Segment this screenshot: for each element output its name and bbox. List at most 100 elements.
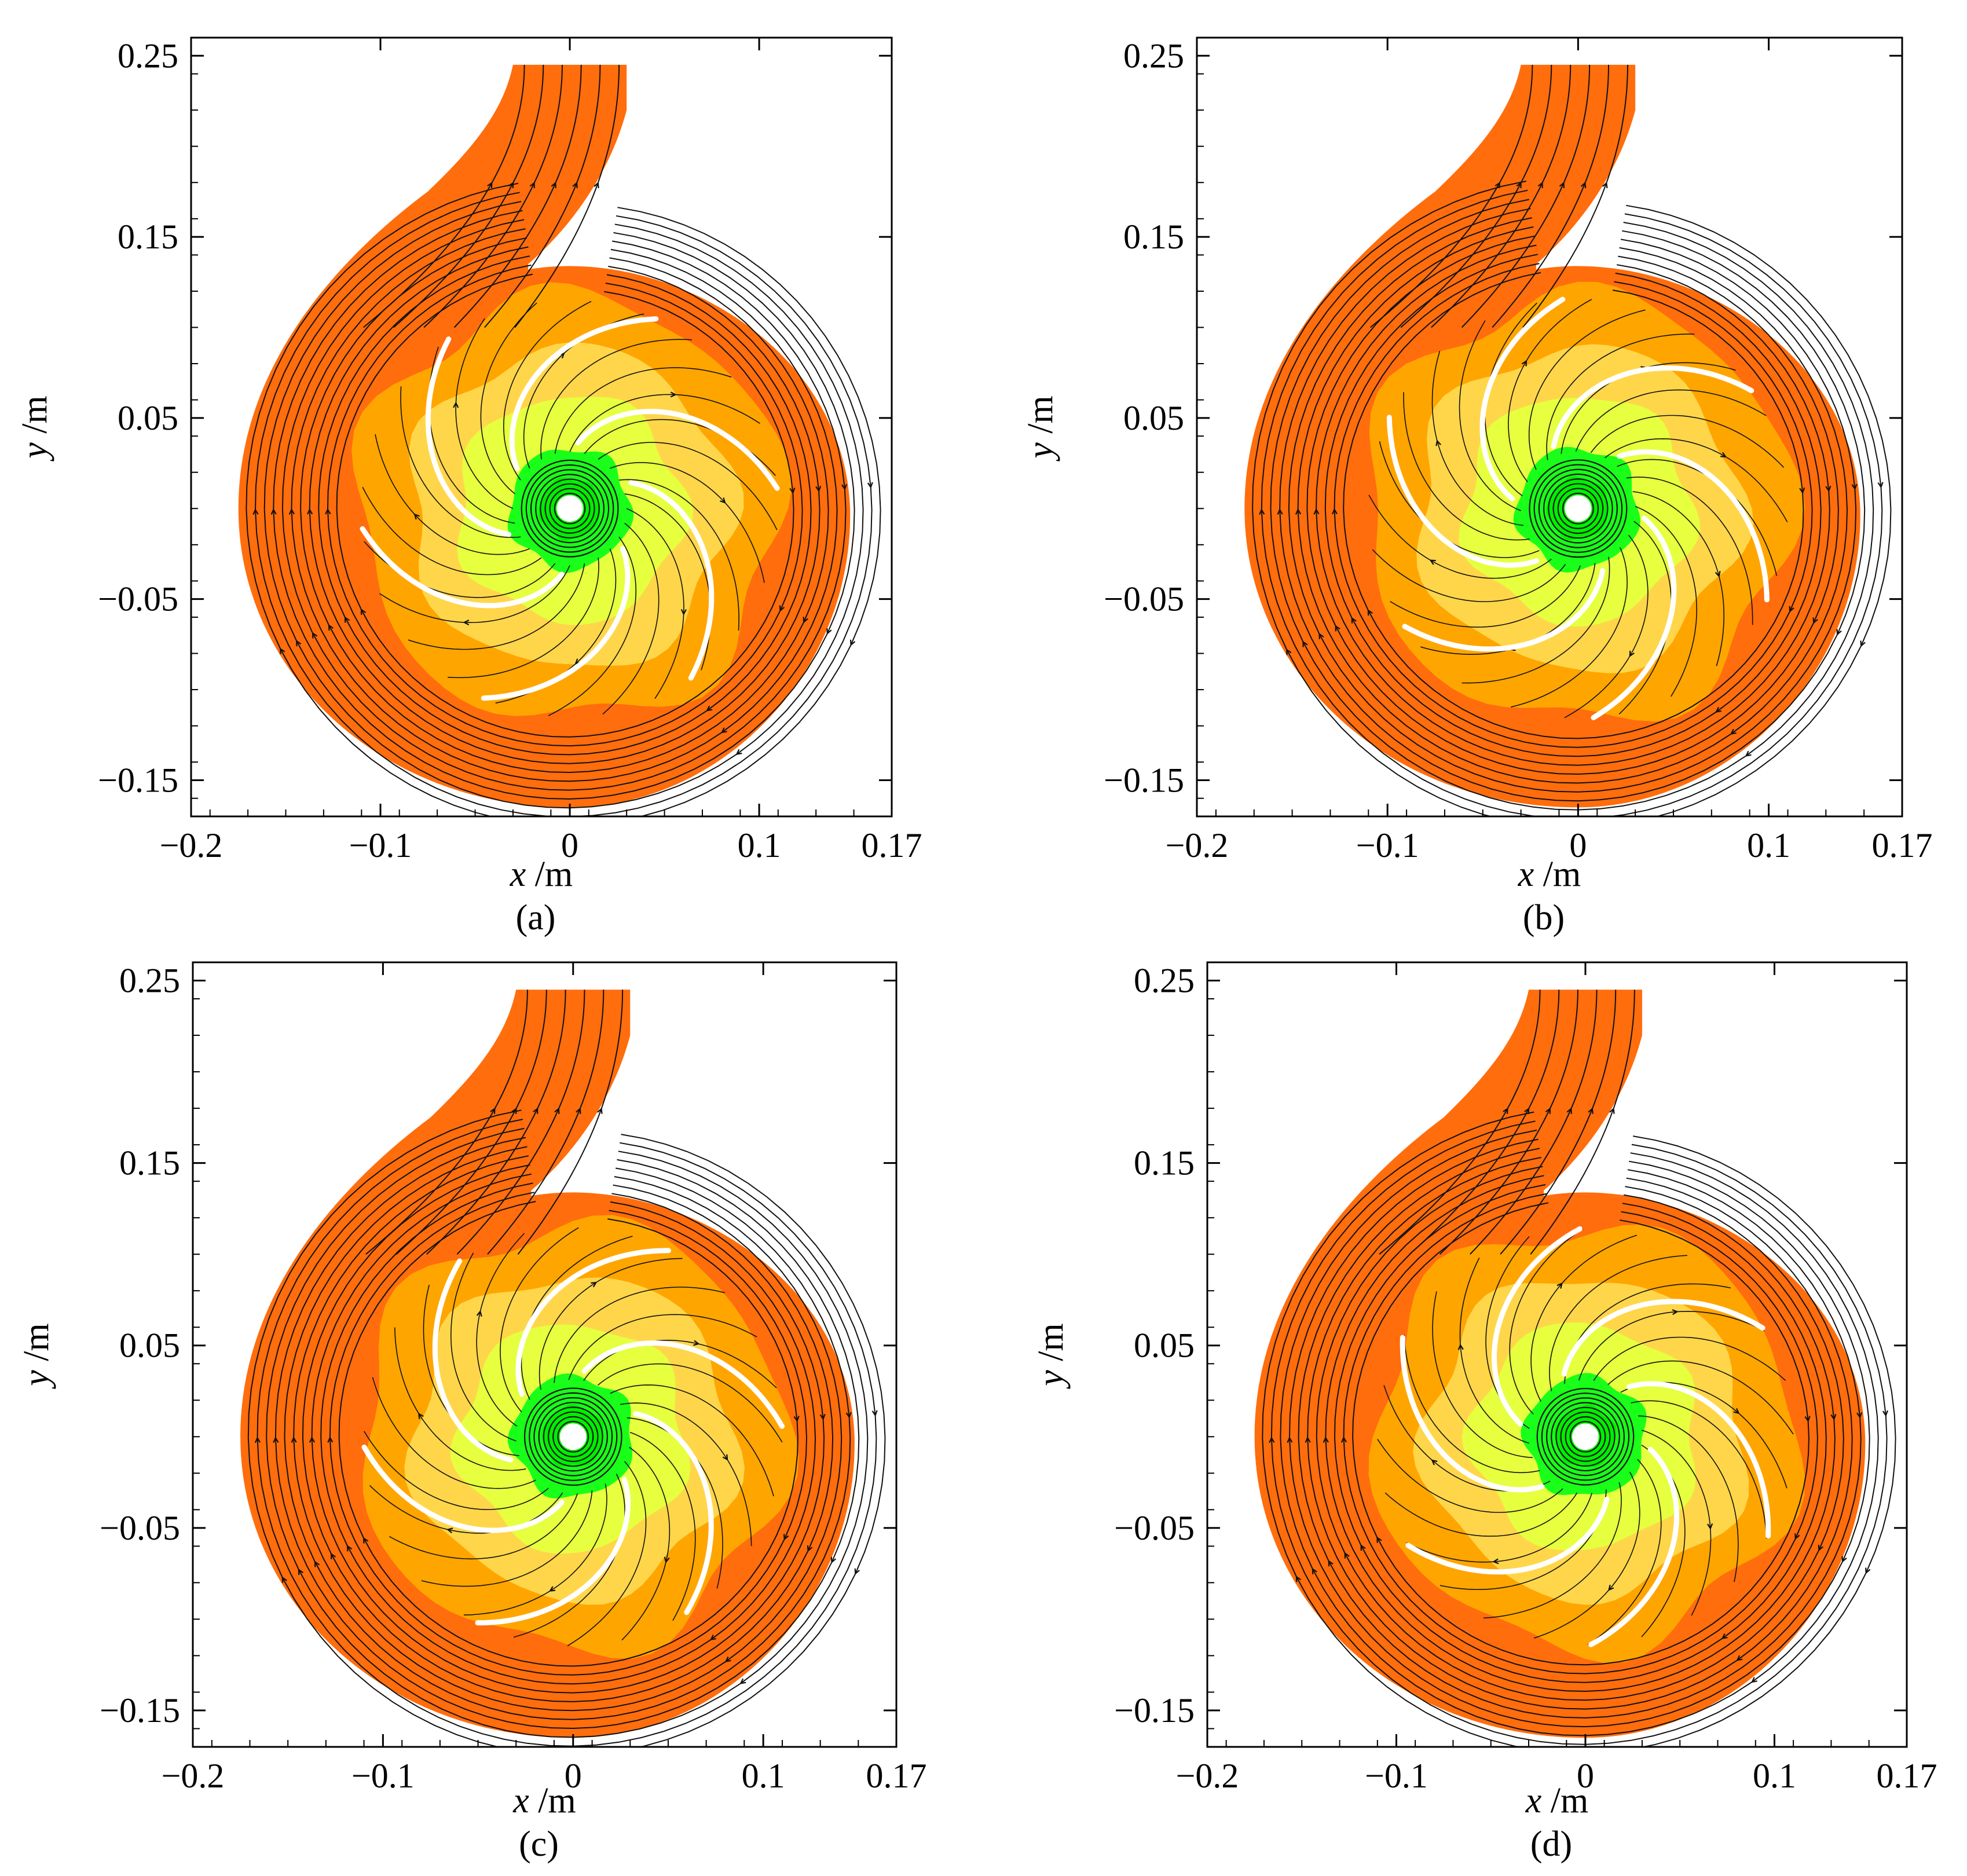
hub-vortex-ring: [1552, 483, 1604, 534]
streamline: [1459, 1258, 1529, 1444]
hub-vortex-ring: [1555, 1406, 1616, 1467]
y-axis-var: y: [1021, 442, 1060, 462]
streamline: [618, 479, 739, 631]
streamline: [500, 1227, 579, 1413]
hub-vortex-ring: [1551, 1402, 1620, 1472]
streamline: [246, 182, 881, 816]
streamline-arrow: [1721, 1633, 1728, 1640]
streamline-arrow: [1302, 640, 1308, 647]
streamline-arrow: [1877, 482, 1884, 489]
streamline: [598, 442, 778, 530]
streamline: [1431, 64, 1572, 328]
streamline-arrow: [1431, 1459, 1438, 1465]
streamline-arrow: [330, 1552, 336, 1559]
streamline-arrow: [1269, 1436, 1275, 1443]
streamline: [408, 563, 585, 650]
streamline-arrow: [288, 508, 295, 515]
streamline-arrow: [709, 1635, 716, 1641]
streamline-arrow: [1707, 1523, 1713, 1530]
streamline-arrow: [1629, 650, 1635, 658]
blade: [361, 1444, 565, 1533]
blade: [360, 526, 565, 609]
streamline-arrow: [1331, 508, 1338, 515]
y-tick-label: −0.05: [1104, 580, 1184, 618]
streamline-arrow: [307, 508, 313, 515]
streamline-arrow: [1376, 1536, 1382, 1543]
streamline: [540, 339, 692, 460]
blade: [1591, 515, 1677, 720]
streamline: [1262, 1111, 1896, 1747]
blade: [1402, 567, 1606, 652]
streamline-arrow: [807, 1545, 813, 1552]
blade: [1491, 1226, 1583, 1427]
blade: [1479, 296, 1566, 501]
streamline: [1307, 1157, 1853, 1710]
hub-vortex-ring: [1548, 478, 1609, 539]
streamline-arrow: [328, 624, 334, 631]
streamline: [309, 246, 821, 764]
streamline: [597, 1363, 783, 1443]
streamline-arrow: [254, 1436, 261, 1443]
streamline-arrow: [845, 1412, 852, 1419]
streamline-arrow: [1799, 487, 1805, 494]
blade: [1626, 1381, 1771, 1539]
streamline: [1511, 547, 1628, 708]
streamline-arrow: [314, 1560, 320, 1567]
streamline-arrow: [594, 181, 599, 189]
streamline-arrow: [360, 608, 367, 615]
streamline: [300, 237, 829, 774]
streamline: [629, 1432, 696, 1621]
x-tick-label: −0.1: [1356, 826, 1419, 864]
streamline: [1324, 254, 1822, 757]
streamline: [362, 486, 542, 576]
shaft: [556, 495, 583, 522]
streamline-arrow: [273, 1436, 279, 1443]
streamline: [626, 508, 684, 699]
hub-vortex-ring: [1538, 468, 1618, 548]
x-tick-label: 0.1: [1747, 826, 1790, 864]
x-tick-label: −0.2: [1176, 1757, 1239, 1795]
streamline: [1377, 1439, 1563, 1513]
streamline: [273, 210, 855, 800]
streamline: [281, 219, 847, 791]
streamline: [1631, 1400, 1767, 1539]
hub-vortex-ring: [1529, 459, 1628, 558]
plot-area-a: [238, 64, 881, 816]
streamline: [421, 1490, 593, 1587]
streamline-arrow: [476, 1310, 482, 1317]
streamline-arrow: [1277, 508, 1283, 515]
streamline-arrow: [1559, 181, 1565, 189]
streamline: [426, 990, 566, 1255]
streamline: [1578, 1310, 1765, 1381]
streamline: [379, 565, 570, 624]
x-axis-label: x /m: [510, 855, 573, 894]
streamline: [1298, 1148, 1862, 1719]
streamline: [1500, 990, 1617, 1255]
x-tick-label: 0: [1577, 1757, 1594, 1795]
streamline-arrow: [1312, 1567, 1317, 1574]
streamline: [369, 1485, 563, 1534]
shaft: [1565, 495, 1592, 522]
streamline-arrow: [591, 1281, 598, 1288]
streamline-arrow: [1836, 629, 1842, 636]
y-tick-label: −0.15: [98, 761, 178, 799]
streamline-arrow: [1860, 640, 1866, 647]
y-axis-unit: /m: [1031, 1323, 1071, 1370]
streamline: [1546, 334, 1695, 460]
streamline-arrow: [1351, 617, 1357, 624]
hub-vortex-ring: [523, 1387, 622, 1486]
x-tick-label: 0.17: [866, 1757, 927, 1795]
streamline-arrow: [597, 1107, 603, 1114]
streamline-arrow: [1360, 1544, 1366, 1551]
streamline: [400, 386, 521, 538]
streamline: [1635, 505, 1698, 697]
x-tick-label: −0.2: [162, 1757, 225, 1795]
blade: [1400, 1335, 1545, 1493]
streamline: [329, 1192, 808, 1676]
hub-vortex-ring: [530, 469, 610, 548]
panel-caption: (d): [1530, 1824, 1572, 1864]
x-axis-label: x /m: [512, 1781, 576, 1820]
y-axis-label: y /m: [1031, 1323, 1071, 1389]
streamline: [1261, 189, 1883, 816]
streamline: [318, 255, 812, 756]
